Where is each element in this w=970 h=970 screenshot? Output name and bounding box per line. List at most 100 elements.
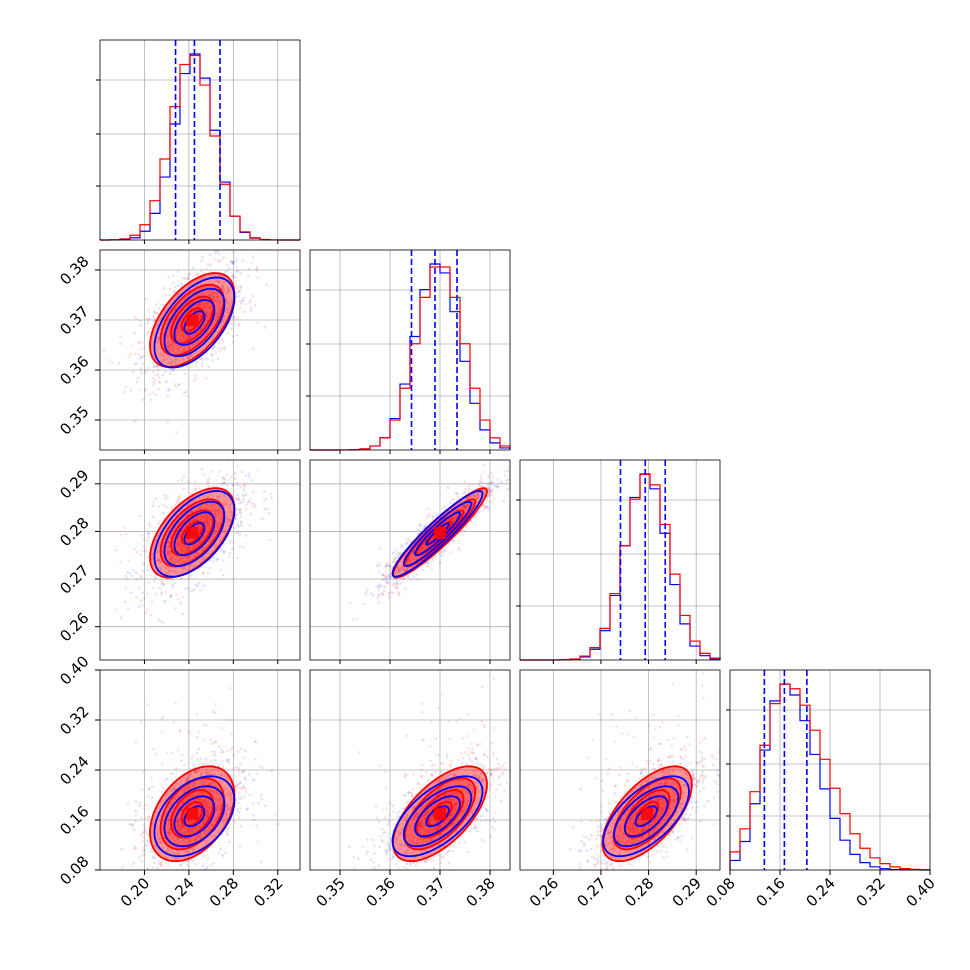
scatter-point-blue	[378, 547, 381, 550]
scatter-point-blue	[219, 798, 223, 801]
scatter-point-red	[383, 770, 386, 773]
scatter-point-blue	[242, 497, 245, 501]
scatter-point-red	[238, 545, 242, 548]
scatter-point-blue	[412, 806, 415, 809]
scatter-point-red	[456, 820, 459, 823]
scatter-point-blue	[408, 791, 412, 795]
scatter-point-red	[408, 832, 412, 836]
scatter-point-red	[398, 592, 401, 596]
scatter-point-red	[426, 507, 429, 511]
scatter-point-blue	[165, 380, 168, 383]
scatter-point-red	[226, 291, 229, 295]
scatter-point-red	[420, 546, 423, 550]
scatter-point-blue	[169, 831, 173, 834]
scatter-point-blue	[218, 803, 221, 807]
scatter-point-red	[488, 489, 492, 493]
scatter-point-red	[180, 831, 183, 835]
scatter-point-blue	[207, 813, 210, 817]
scatter-point-blue	[196, 551, 199, 555]
scatter-point-blue	[397, 830, 400, 833]
scatter-point-red	[194, 487, 197, 491]
scatter-point-blue	[182, 825, 185, 829]
scatter-point-red	[235, 246, 238, 249]
scatter-point-blue	[375, 564, 379, 568]
scatter-point-red	[145, 297, 148, 301]
scatter-point-red	[405, 867, 408, 870]
scatter-point-red	[160, 864, 163, 867]
scatter-point-red	[213, 250, 217, 253]
scatter-point-red	[184, 551, 187, 554]
scatter-point-blue	[380, 828, 384, 831]
scatter-point-blue	[144, 369, 147, 373]
scatter-point-blue	[373, 852, 376, 855]
scatter-point-blue	[396, 571, 400, 574]
scatter-point-red	[156, 373, 160, 376]
scatter-point-blue	[448, 784, 452, 787]
scatter-point-blue	[220, 548, 223, 552]
scatter-point-red	[172, 281, 175, 285]
scatter-point-red	[503, 789, 506, 793]
scatter-point-red	[153, 844, 156, 848]
scatter-point-red	[462, 756, 465, 760]
scatter-point-red	[152, 579, 156, 582]
scatter-point-blue	[168, 372, 172, 376]
scatter-point-blue	[170, 786, 173, 790]
scatter-point-blue	[157, 505, 160, 508]
scatter-point-red	[384, 574, 388, 577]
scatter-point-blue	[217, 763, 221, 767]
scatter-point-blue	[196, 284, 199, 287]
scatter-point-red	[353, 866, 356, 869]
scatter-point-blue	[186, 851, 190, 854]
scatter-point-blue	[217, 295, 221, 299]
panel-frame-1-0	[99, 249, 301, 451]
scatter-point-blue	[199, 358, 202, 361]
scatter-point-blue	[421, 814, 424, 818]
scatter-point-red	[222, 287, 225, 291]
scatter-point-blue	[216, 815, 219, 818]
scatter-point-red	[149, 613, 153, 617]
scatter-point-red	[495, 766, 499, 770]
scatter-point-red	[164, 591, 167, 594]
scatter-point-red	[134, 740, 138, 744]
scatter-point-red	[187, 785, 191, 789]
scatter-point-red	[487, 493, 491, 496]
scatter-point-blue	[448, 846, 452, 849]
scatter-point-blue	[454, 491, 458, 495]
scatter-point-red	[185, 277, 188, 280]
scatter-point-red	[123, 526, 127, 529]
scatter-point-blue	[223, 271, 227, 274]
scatter-point-red	[131, 824, 134, 828]
scatter-point-blue	[205, 804, 208, 807]
scatter-point-red	[240, 747, 243, 750]
scatter-point-blue	[170, 578, 173, 582]
scatter-point-red	[141, 341, 144, 344]
scatter-point-red	[152, 866, 155, 869]
scatter-point-red	[175, 430, 178, 434]
scatter-point-red	[194, 364, 198, 367]
scatter-point-blue	[179, 541, 182, 545]
scatter-point-red	[405, 916, 408, 919]
scatter-point-red	[404, 772, 407, 776]
scatter-point-blue	[202, 572, 205, 576]
scatter-point-blue	[168, 340, 172, 344]
scatter-point-blue	[276, 822, 279, 826]
scatter-point-blue	[157, 558, 160, 561]
scatter-point-red	[220, 286, 224, 290]
scatter-point-blue	[228, 539, 232, 543]
scatter-point-red	[210, 517, 213, 521]
scatter-point-blue	[198, 497, 202, 500]
scatter-point-red	[489, 771, 492, 774]
scatter-point-blue	[463, 504, 467, 508]
scatter-point-red	[224, 851, 227, 855]
scatter-point-red	[176, 560, 179, 564]
scatter-point-red	[407, 574, 410, 578]
scatter-point-blue	[411, 550, 415, 554]
scatter-point-blue	[382, 589, 386, 592]
contour-blue-1-0-0	[153, 276, 236, 369]
scatter-point-red	[227, 301, 230, 304]
scatter-point-red	[420, 768, 423, 771]
scatter-point-blue	[232, 276, 235, 279]
scatter-point-red	[182, 334, 186, 338]
scatter-point-blue	[129, 591, 133, 594]
scatter-point-blue	[181, 549, 184, 553]
